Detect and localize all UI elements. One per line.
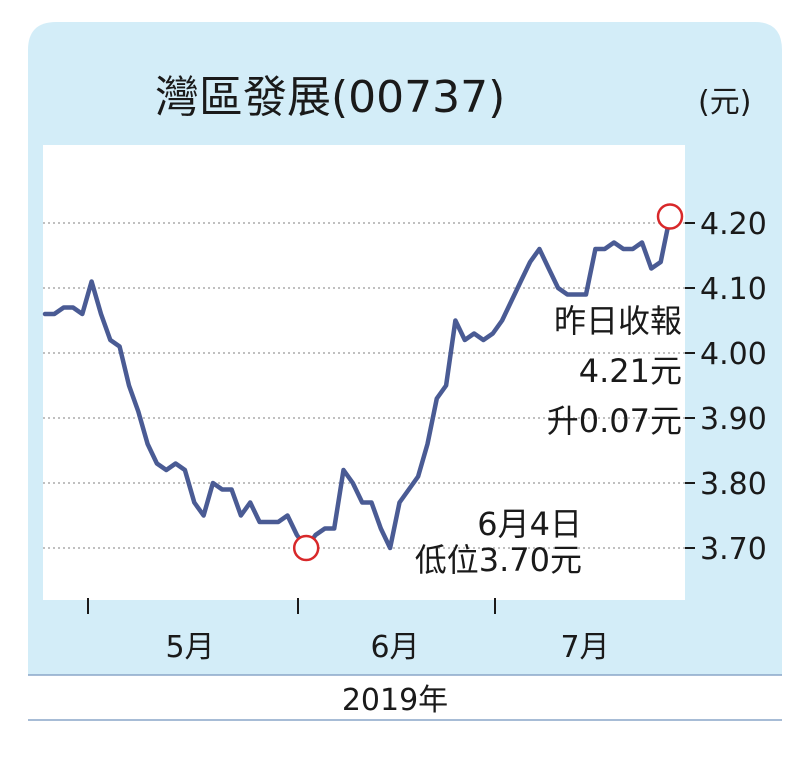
- unit-label: (元): [698, 85, 751, 120]
- point-marker: [292, 534, 320, 562]
- x-tick-label: 7月: [560, 630, 609, 665]
- x-tick-label: 5月: [165, 630, 214, 665]
- annotation-text: 昨日收報: [554, 302, 682, 340]
- series-line: [42, 214, 673, 551]
- x-axis-ticks: 5月 6月 7月: [87, 598, 610, 665]
- markers: [292, 203, 684, 562]
- y-tick-label: 4.20: [700, 207, 767, 242]
- annotation-text: 4.21元: [579, 352, 682, 390]
- chart-title: 灣區發展(00737): [155, 72, 505, 123]
- x-tick-label: 6月: [370, 630, 419, 665]
- y-tick-label: 4.10: [700, 272, 767, 307]
- y-axis-ticks: 3.70 3.80 3.90 4.00 4.10 4.20: [685, 207, 767, 567]
- y-tick-label: 3.80: [700, 467, 767, 502]
- annotation-text: 6月4日: [477, 505, 582, 543]
- y-tick-label: 3.90: [700, 402, 767, 437]
- point-marker: [656, 203, 684, 230]
- annotation-text: 低位3.70元: [415, 541, 582, 579]
- y-tick-label: 3.70: [700, 532, 767, 567]
- year-label: 2019年: [342, 683, 448, 718]
- gridlines: [43, 222, 685, 549]
- plot-area: [43, 145, 685, 600]
- y-tick-label: 4.00: [700, 337, 767, 372]
- annotation-text: 升0.07元: [547, 402, 682, 440]
